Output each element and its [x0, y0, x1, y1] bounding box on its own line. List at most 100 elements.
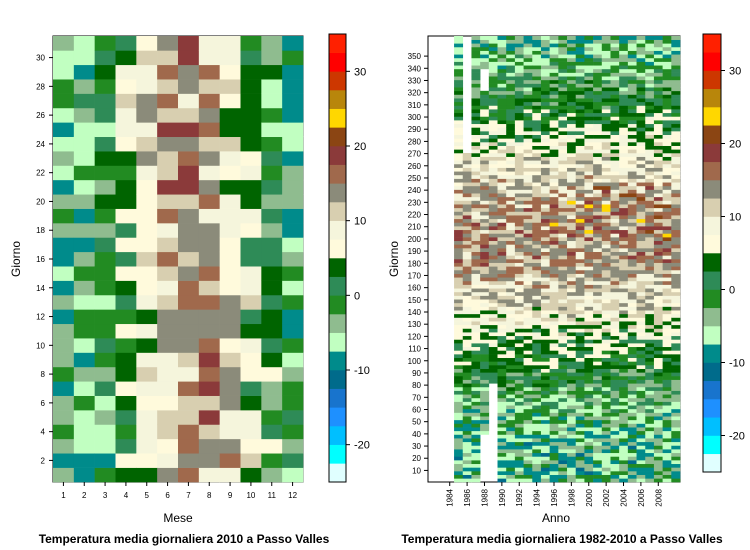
heatmap-cell: [454, 116, 464, 121]
heatmap-cell: [514, 255, 524, 260]
heatmap-cell: [584, 354, 594, 359]
heatmap-cell: [601, 408, 611, 413]
heatmap-cell: [653, 394, 663, 399]
heatmap-cell: [549, 390, 559, 395]
heatmap-cell: [488, 255, 498, 260]
heatmap-cell: [575, 441, 585, 446]
heatmap-cell: [575, 76, 585, 81]
heatmap-cell: [523, 174, 533, 179]
heatmap-cell: [540, 36, 550, 40]
heatmap-cell: [454, 46, 464, 51]
heatmap-cell: [198, 366, 220, 382]
heatmap-cell: [653, 266, 663, 271]
heatmap-cell: [497, 321, 507, 326]
heatmap-cell: [671, 299, 681, 304]
heatmap-cell: [73, 36, 95, 51]
heatmap-cell: [653, 262, 663, 267]
heatmap-cell: [471, 127, 481, 132]
heatmap-cell: [532, 280, 542, 285]
heatmap-cell: [558, 419, 568, 424]
heatmap-cell: [549, 138, 559, 143]
heatmap-cell: [584, 266, 594, 271]
heatmap-cell: [593, 182, 603, 187]
heatmap-cell: [662, 266, 672, 271]
heatmap-cell: [575, 200, 585, 205]
heatmap-cell: [549, 105, 559, 110]
heatmap-cell: [462, 375, 472, 380]
heatmap-cell: [627, 244, 637, 249]
heatmap-cell: [558, 229, 568, 234]
heatmap-cell: [610, 182, 620, 187]
heatmap-cell: [540, 361, 550, 366]
heatmap-cell: [480, 375, 490, 380]
heatmap-cell: [178, 208, 200, 224]
heatmap-cell: [627, 401, 637, 406]
heatmap-cell: [549, 101, 559, 106]
heatmap-cell: [549, 251, 559, 256]
heatmap-cell: [636, 145, 646, 150]
heatmap-cell: [480, 46, 490, 51]
heatmap-cell: [488, 131, 498, 136]
heatmap-cell: [645, 178, 655, 183]
colorbar-swatch: [703, 52, 721, 71]
heatmap-cell: [653, 83, 663, 88]
heatmap-cell: [619, 57, 629, 62]
x-tick-label: 2006: [637, 488, 646, 506]
heatmap-cell: [645, 72, 655, 77]
heatmap-cell: [462, 471, 472, 475]
heatmap-cell: [506, 160, 516, 165]
heatmap-cell: [601, 167, 611, 172]
heatmap-cell: [523, 372, 533, 377]
heatmap-cell: [240, 194, 262, 209]
heatmap-cell: [540, 434, 550, 439]
heatmap-cell: [480, 416, 490, 421]
heatmap-cell: [53, 266, 75, 281]
heatmap-cell: [593, 98, 603, 103]
heatmap-cell: [471, 397, 481, 402]
heatmap-cell: [567, 233, 577, 238]
heatmap-cell: [157, 338, 179, 353]
heatmap-cell: [540, 200, 550, 205]
heatmap-cell: [671, 280, 681, 285]
heatmap-cell: [549, 335, 559, 340]
heatmap-cell: [480, 321, 490, 326]
heatmap-cell: [488, 269, 498, 274]
heatmap-cell: [532, 237, 542, 242]
heatmap-cell: [662, 375, 672, 380]
heatmap-cell: [454, 299, 464, 304]
heatmap-cell: [601, 434, 611, 439]
colorbar-swatch: [703, 289, 721, 309]
heatmap-cell: [454, 57, 464, 62]
heatmap-cell: [506, 452, 516, 457]
heatmap-cell: [662, 291, 672, 296]
heatmap-cell: [671, 109, 681, 114]
heatmap-cell: [540, 310, 550, 315]
heatmap-cell: [575, 255, 585, 260]
heatmap-cell: [480, 174, 490, 179]
heatmap-cell: [610, 156, 620, 161]
heatmap-cell: [462, 427, 472, 432]
heatmap-cell: [480, 288, 490, 293]
heatmap-cell: [219, 122, 241, 138]
heatmap-cell: [575, 167, 585, 172]
heatmap-cell: [497, 101, 507, 106]
heatmap-cell: [523, 328, 533, 333]
heatmap-cell: [601, 156, 611, 161]
heatmap-cell: [454, 452, 464, 457]
heatmap-cell: [558, 211, 568, 216]
heatmap-cell: [610, 240, 620, 245]
heatmap-cell: [558, 291, 568, 296]
heatmap-cell: [627, 68, 637, 73]
heatmap-cell: [619, 259, 629, 263]
heatmap-cell: [53, 309, 75, 325]
heatmap-cell: [497, 478, 507, 483]
heatmap-cell: [198, 410, 220, 425]
heatmap-cell: [497, 226, 507, 231]
heatmap-cell: [662, 383, 672, 388]
heatmap-cell: [454, 295, 464, 300]
heatmap-cell: [480, 357, 490, 362]
heatmap-cell: [488, 317, 498, 322]
heatmap-cell: [480, 269, 490, 274]
heatmap-cell: [619, 174, 629, 179]
heatmap-cell: [575, 288, 585, 293]
